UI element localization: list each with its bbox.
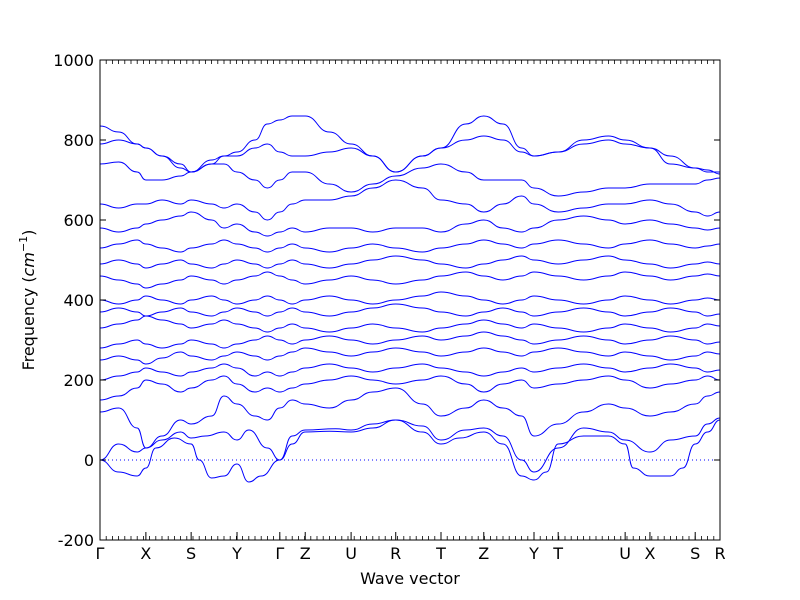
x-tick-label: S: [690, 544, 700, 563]
y-tick-label: 400: [63, 291, 94, 310]
band-line-4: [99, 375, 721, 401]
band-lines: [99, 115, 721, 483]
y-axis-label: Frequency (cm−1): [17, 230, 38, 371]
band-line-3: [99, 387, 721, 449]
band-line-12: [99, 255, 721, 269]
band-line-10: [99, 291, 721, 305]
band-line-6: [99, 347, 721, 365]
band-line-1: [99, 419, 721, 483]
y-axis-label-text: Frequency: [19, 288, 38, 371]
band-line-8: [99, 315, 721, 333]
band-line-5: [99, 363, 721, 381]
y-tick-label: -200: [58, 531, 94, 550]
x-tick-label: R: [390, 544, 401, 563]
y-axis-label-paren-open: (: [19, 276, 38, 287]
x-tick-label: Y: [528, 544, 539, 563]
x-tick-label: U: [619, 544, 631, 563]
x-tick-label: X: [644, 544, 655, 563]
band-line-15: [99, 179, 721, 221]
x-tick-label: Y: [231, 544, 242, 563]
band-line-13: [99, 239, 721, 253]
band-line-9: [99, 303, 721, 317]
y-tick-label: 600: [63, 211, 94, 230]
y-axis-label-paren-close: ): [19, 230, 38, 236]
x-tick-label: S: [186, 544, 196, 563]
x-tick-label: U: [345, 544, 357, 563]
x-tick-label: X: [140, 544, 151, 563]
band-line-2: [99, 417, 721, 473]
band-line-18: [99, 115, 721, 175]
x-tick-label: T: [435, 544, 446, 563]
band-line-7: [99, 331, 721, 349]
band-line-14: [99, 211, 721, 237]
x-tick-label: Γ: [275, 544, 284, 563]
y-axis-label-unit: cm: [19, 252, 38, 276]
x-tick-label: R: [714, 544, 725, 563]
y-axis-ticks: -200 0 200 400 600 800 1000: [53, 51, 720, 550]
band-line-11: [99, 271, 721, 289]
y-axis-label-exponent: −1: [17, 236, 30, 252]
y-tick-label: 200: [63, 371, 94, 390]
band-line-17: [99, 135, 720, 173]
x-tick-label: T: [552, 544, 563, 563]
y-tick-label: 0: [84, 451, 94, 470]
x-axis-label: Wave vector: [360, 569, 460, 588]
band-line-16: [99, 161, 721, 197]
y-tick-label: 800: [63, 131, 94, 150]
x-tick-label: Z: [300, 544, 311, 563]
x-tick-label: Γ: [96, 544, 105, 563]
x-tick-label: Z: [478, 544, 489, 563]
y-tick-label: 1000: [53, 51, 94, 70]
